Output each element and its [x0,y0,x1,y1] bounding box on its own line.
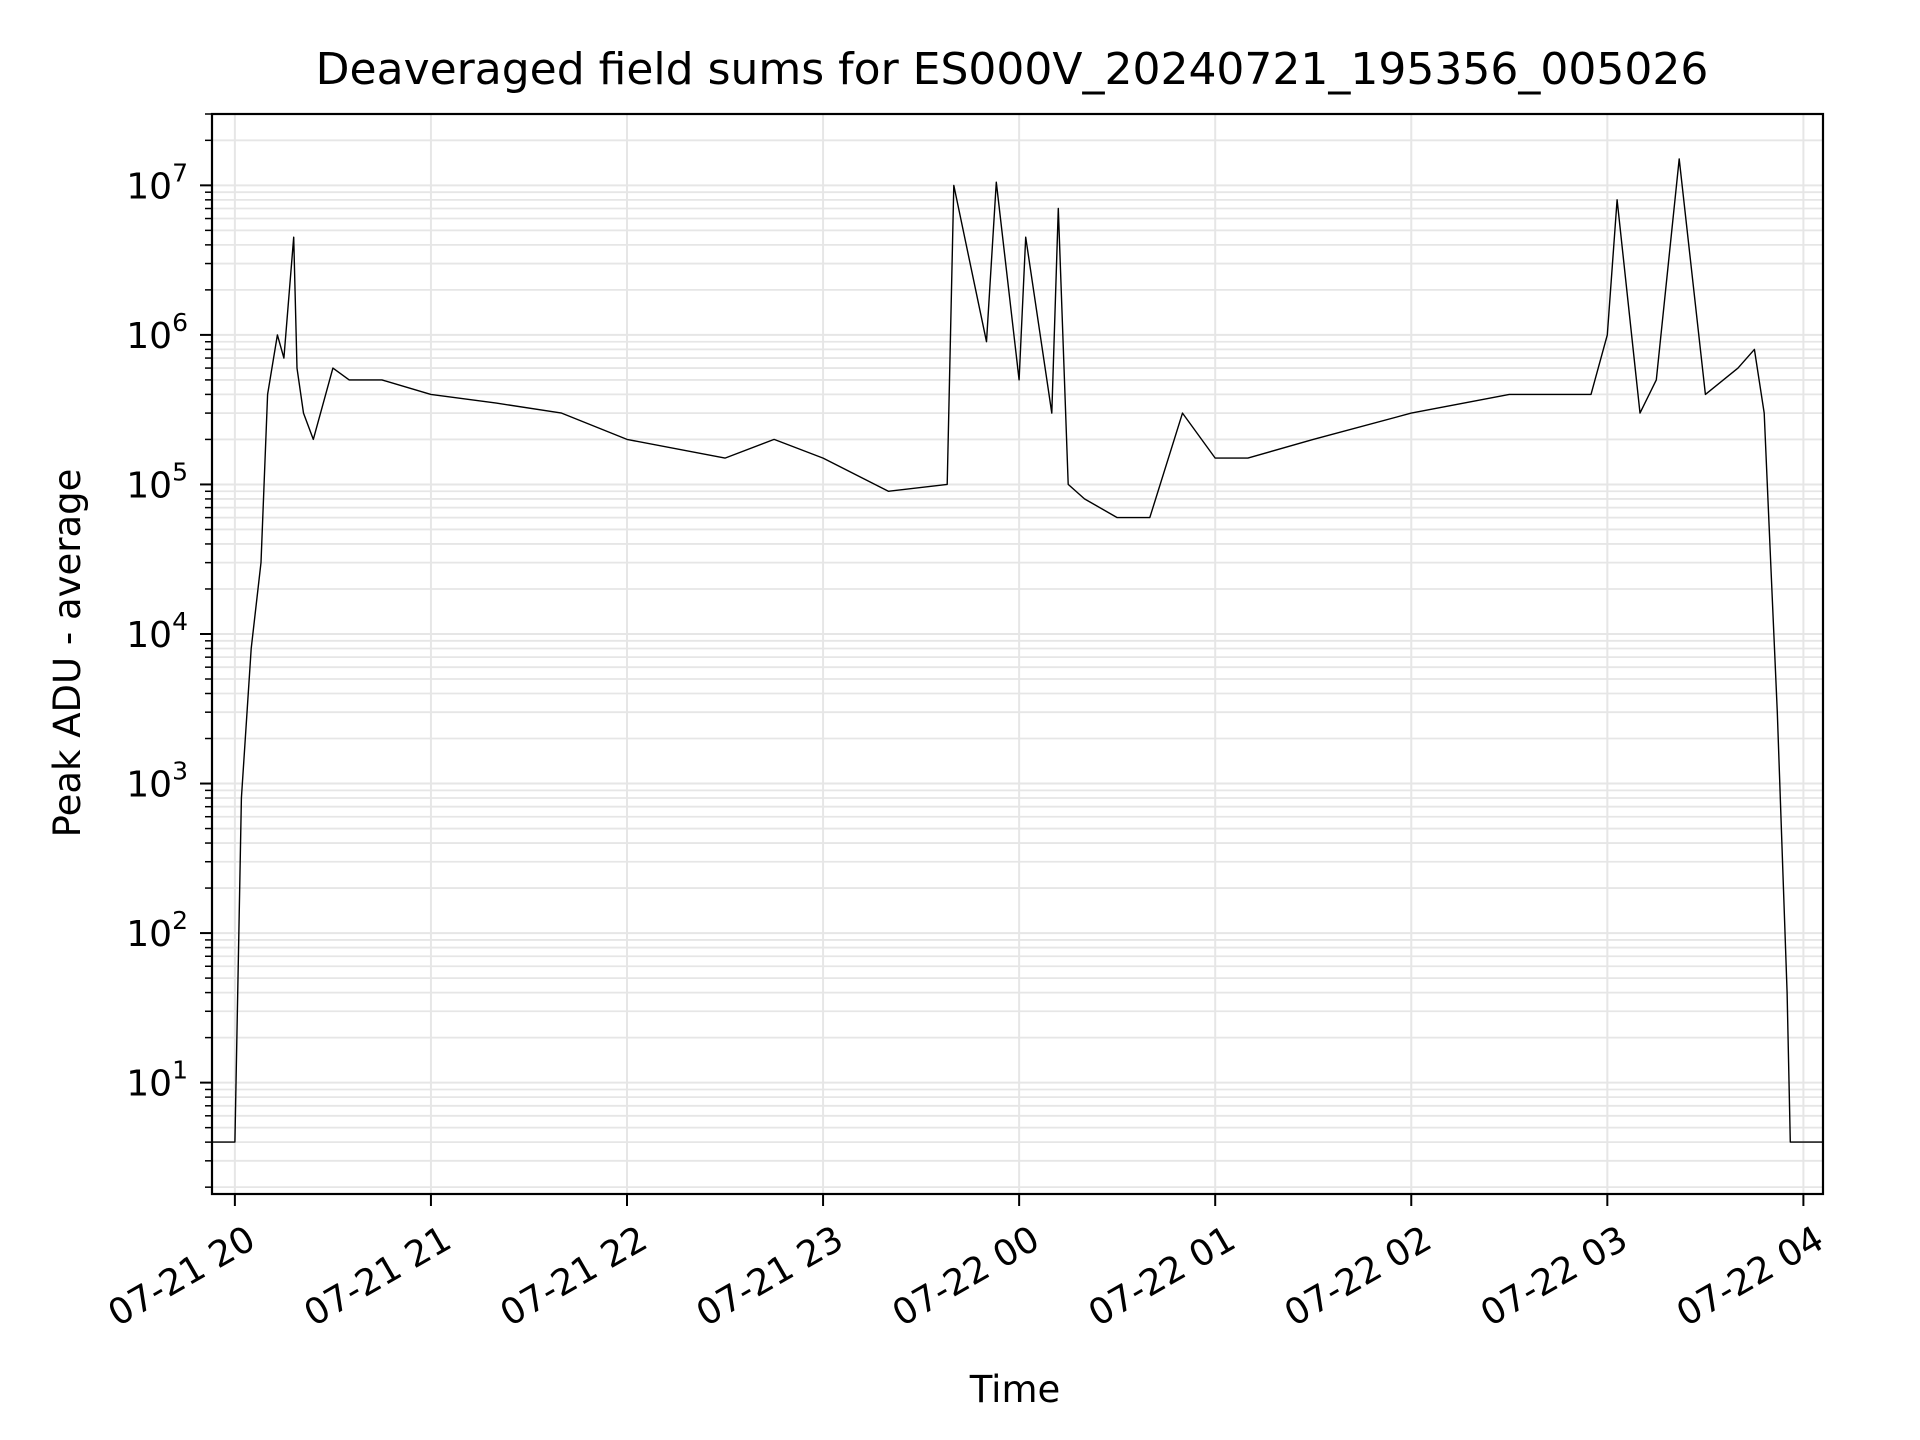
y-tick-label: 101 [126,1056,188,1105]
grid-layer [212,113,1823,1194]
y-tick-label: 106 [126,308,188,357]
y-tick-label: 103 [126,757,188,806]
y-tick-label: 107 [126,158,188,207]
y-tick-label: 105 [126,457,188,506]
y-axis-label: Peak ADU - average [46,469,89,838]
plot-frame [210,112,1825,1196]
series-line [212,158,1823,1143]
x-axis-label: Time [969,1368,1061,1411]
chart-title: Deaveraged field sums for ES000V_2024072… [316,44,1709,95]
y-tick-label: 104 [126,607,188,656]
y-tick-label: 102 [126,906,188,955]
